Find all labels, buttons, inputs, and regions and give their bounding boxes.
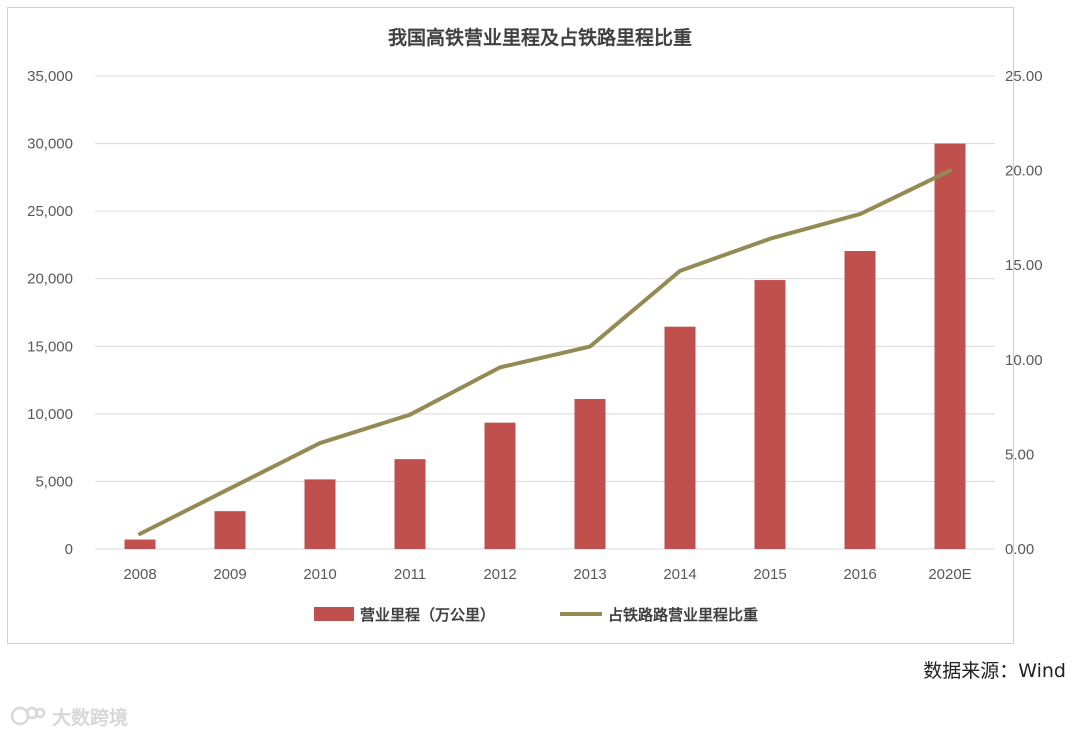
legend-bar-swatch bbox=[314, 607, 354, 621]
x-tick-label: 2013 bbox=[573, 566, 606, 583]
bar-2009 bbox=[214, 511, 246, 549]
source-note: 数据来源：Wind bbox=[923, 660, 1066, 682]
bar-2010 bbox=[304, 479, 336, 549]
bar-2014 bbox=[664, 326, 696, 549]
right-axis-ticks: 0.00 5.00 10.00 15.00 20.00 25.00 bbox=[1005, 68, 1043, 558]
bar-2015 bbox=[754, 280, 786, 549]
chart-frame bbox=[7, 7, 1014, 644]
x-axis-ticks: 2008 2009 2010 2011 2012 2013 2014 2015 2016 2020… bbox=[123, 566, 971, 583]
bar-2020E bbox=[934, 143, 966, 550]
bar-2008 bbox=[124, 539, 156, 549]
left-axis-ticks: 0 5,000 10,000 15,000 20,000 25,000 30,000 35,0… bbox=[27, 68, 73, 558]
left-tick-label: 10,000 bbox=[27, 406, 73, 423]
x-tick-label: 2009 bbox=[213, 566, 246, 583]
legend: 营业里程（万公里） 占铁路路营业里程比重 bbox=[314, 606, 758, 624]
line-series bbox=[138, 168, 952, 536]
right-tick-label: 25.00 bbox=[1005, 68, 1043, 85]
combo-chart: 我国高铁营业里程及占铁路里程比重 0 5,000 10,000 15,000 20,00… bbox=[27, 26, 1043, 624]
x-tick-label: 2008 bbox=[123, 566, 156, 583]
right-tick-label: 20.00 bbox=[1005, 163, 1043, 180]
left-tick-label: 0 bbox=[65, 541, 73, 558]
left-tick-label: 25,000 bbox=[27, 203, 73, 220]
bar-series bbox=[124, 143, 966, 550]
right-tick-label: 15.00 bbox=[1005, 257, 1043, 274]
x-tick-label: 2014 bbox=[663, 566, 696, 583]
left-tick-label: 15,000 bbox=[27, 338, 73, 355]
x-tick-label: 2010 bbox=[303, 566, 336, 583]
x-tick-label: 2015 bbox=[753, 566, 786, 583]
left-tick-label: 35,000 bbox=[27, 68, 73, 85]
x-tick-label: 2012 bbox=[483, 566, 516, 583]
right-tick-label: 0.00 bbox=[1005, 541, 1034, 558]
x-tick-label: 2011 bbox=[394, 566, 426, 583]
x-tick-label: 2016 bbox=[843, 566, 876, 583]
line-share-of-railway bbox=[138, 168, 952, 536]
watermark-text: 大数跨境 bbox=[52, 706, 129, 729]
bar-2012 bbox=[484, 422, 516, 549]
bar-2013 bbox=[574, 398, 606, 549]
left-tick-label: 30,000 bbox=[27, 136, 73, 153]
left-tick-label: 20,000 bbox=[27, 271, 73, 288]
x-tick-label: 2020E bbox=[928, 566, 971, 583]
right-tick-label: 10.00 bbox=[1005, 352, 1043, 369]
legend-line-label: 占铁路路营业里程比重 bbox=[608, 606, 758, 624]
bar-2011 bbox=[394, 459, 426, 549]
right-tick-label: 5.00 bbox=[1005, 446, 1034, 463]
chart-title: 我国高铁营业里程及占铁路里程比重 bbox=[388, 26, 692, 49]
watermark-logo-icon bbox=[10, 706, 46, 726]
legend-bar-label: 营业里程（万公里） bbox=[360, 606, 495, 624]
watermark: 大数跨境 bbox=[10, 702, 128, 730]
left-tick-label: 5,000 bbox=[35, 473, 73, 490]
bar-2016 bbox=[844, 251, 876, 549]
